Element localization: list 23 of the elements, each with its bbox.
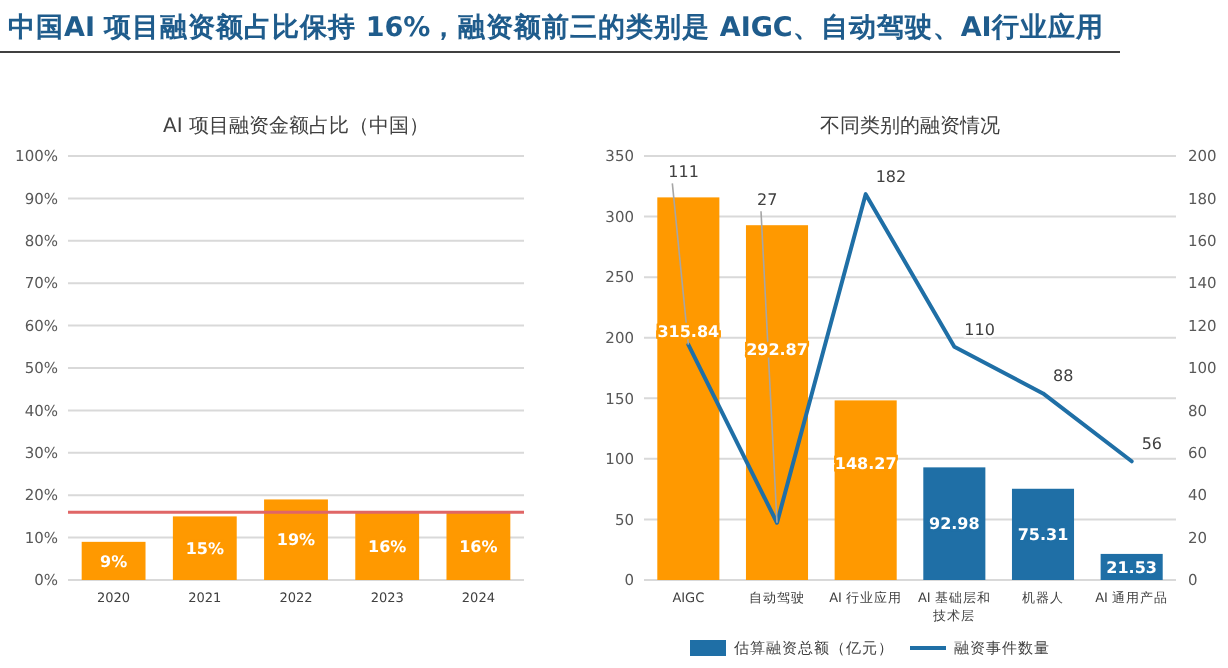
chart-title: 不同类别的融资情况 <box>820 114 1000 138</box>
data-label: 292.87 <box>746 340 808 359</box>
data-label: 315.84 <box>657 322 721 341</box>
data-label: 92.98 <box>929 515 981 534</box>
bar <box>745 225 809 580</box>
data-label: 148.27 <box>834 454 897 473</box>
data-label: 88 <box>1053 367 1074 386</box>
data-label: 110 <box>964 320 995 339</box>
bar <box>657 197 720 580</box>
data-label: 16% <box>459 537 498 556</box>
data-label: 75.31 <box>1017 525 1070 544</box>
data-label: 182 <box>875 168 907 187</box>
text: 中国AI 项目融资额占比保持 16%，融资额前三的类别是 AIGC、自动驾驶、AI行业应用 <box>8 10 1104 44</box>
data-label: 27 <box>757 191 778 210</box>
bar <box>834 400 897 580</box>
chart-title: AI 项目融资金额占比（中国） <box>163 114 429 138</box>
data-label: 9% <box>100 552 128 571</box>
data-label: 19% <box>276 531 316 550</box>
data-label: 56 <box>1141 435 1163 454</box>
data-label: 111 <box>668 163 699 182</box>
data-label: 15% <box>185 539 224 558</box>
data-label: 16% <box>368 537 407 556</box>
data-label: 21.53 <box>1106 558 1157 577</box>
